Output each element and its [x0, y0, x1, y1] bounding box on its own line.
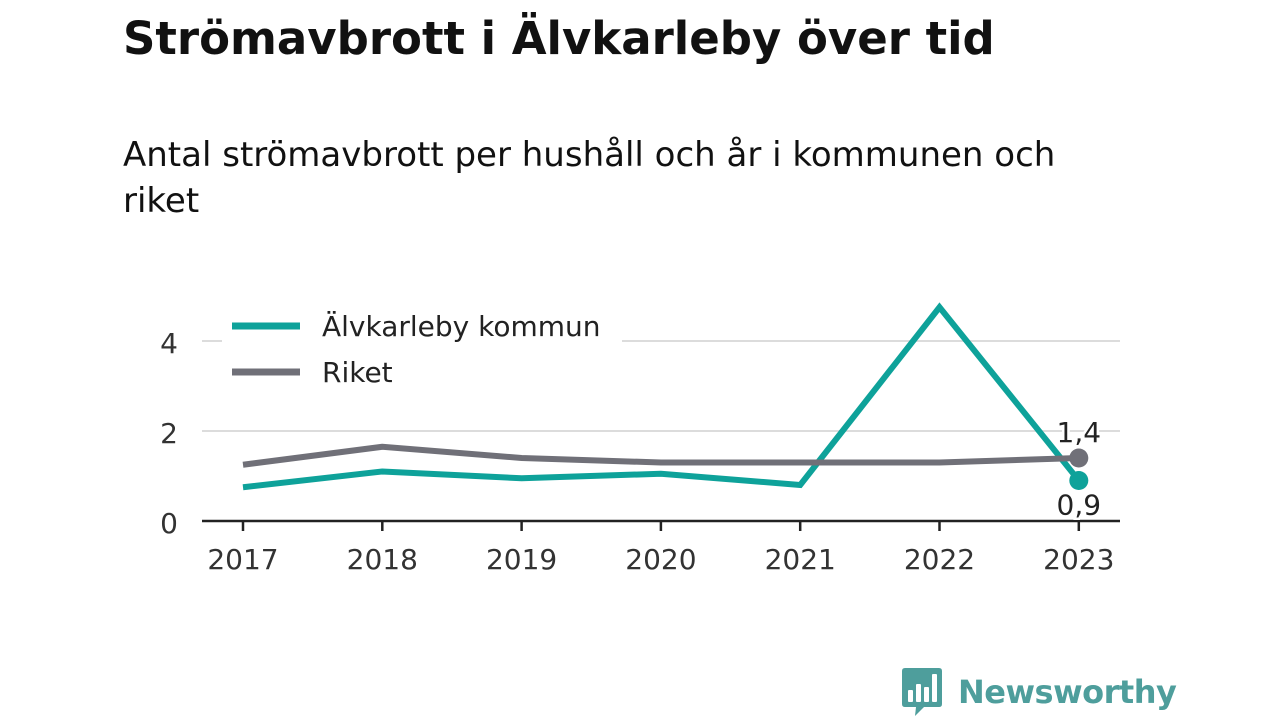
end-label-riket: 1,4: [1057, 416, 1102, 449]
y-axis: 0 2 4: [160, 327, 178, 540]
x-tick-label: 2022: [904, 543, 975, 576]
brand-name: Newsworthy: [958, 673, 1177, 711]
x-tick-label: 2021: [765, 543, 836, 576]
brand-logo: Newsworthy: [902, 668, 1177, 716]
x-tick-label: 2018: [347, 543, 418, 576]
legend-label: Älvkarleby kommun: [322, 310, 601, 343]
y-tick-label: 2: [160, 417, 178, 450]
series-lines: [242, 302, 1082, 491]
x-tick-label: 2020: [625, 543, 696, 576]
y-tick-label: 4: [160, 327, 178, 360]
legend: Älvkarleby kommun Riket: [222, 302, 622, 398]
legend-background: [222, 302, 622, 398]
y-tick-label: 0: [160, 507, 178, 540]
end-label-kommun: 0,9: [1057, 489, 1102, 522]
x-tick-label: 2017: [207, 543, 278, 576]
legend-label: Riket: [322, 356, 393, 389]
chart-title: Strömavbrott i Älvkarleby över tid: [123, 12, 995, 65]
end-markers: 1,4 0,9: [1054, 414, 1104, 525]
series-line-kommun: [242, 302, 1082, 491]
x-tick-label: 2019: [486, 543, 557, 576]
bar-chart-speech-bubble-icon: [902, 668, 942, 716]
x-tick-label: 2023: [1043, 543, 1114, 576]
series-line-riket: [242, 443, 1079, 468]
x-axis: 2017 2018 2019 2020 2021 2022 2023: [202, 519, 1120, 576]
end-marker-riket: [1069, 448, 1089, 468]
chart-subtitle: Antal strömavbrott per hushåll och år i …: [123, 135, 1056, 221]
end-marker-kommun: [1069, 471, 1089, 490]
